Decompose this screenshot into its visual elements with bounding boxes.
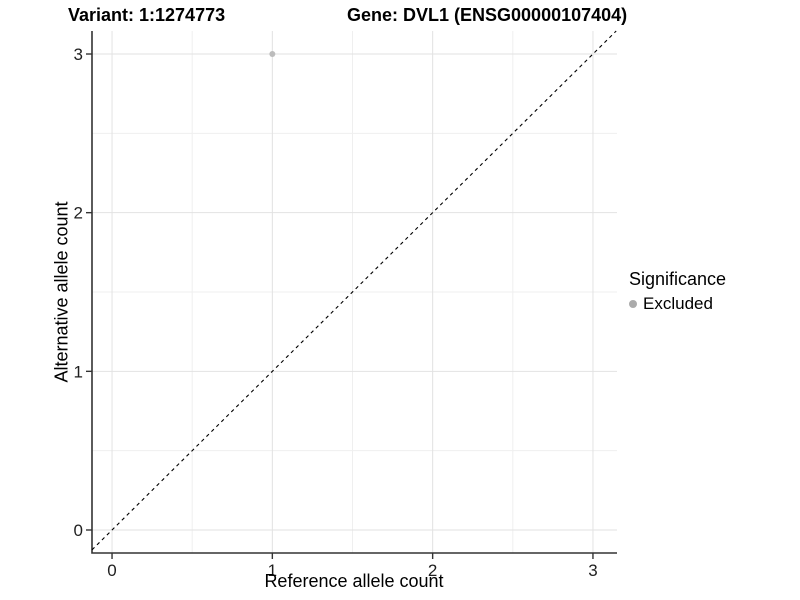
data-point	[269, 51, 276, 58]
axis-lines	[91, 31, 617, 554]
x-tick-label: 1	[268, 561, 277, 580]
legend-item-label: Excluded	[643, 294, 713, 313]
gene-title: Gene: DVL1 (ENSG00000107404)	[347, 5, 628, 25]
y-tick-label: 2	[74, 204, 83, 223]
x-axis-title: Reference allele count	[264, 571, 444, 591]
variant-title: Variant: 1:1274773	[68, 5, 226, 25]
legend: Significance Excluded	[629, 269, 726, 314]
y-axis-title: Alternative allele count	[51, 201, 72, 383]
x-tick-label: 2	[428, 561, 437, 580]
y-tick-label: 3	[74, 45, 83, 64]
x-tick-label: 3	[588, 561, 597, 580]
x-tick-label: 0	[107, 561, 116, 580]
legend-title: Significance	[629, 269, 727, 289]
legend-item: Excluded	[629, 294, 726, 314]
y-tick-label: 1	[74, 362, 83, 381]
legend-dot-icon	[629, 300, 637, 308]
identity-line	[91, 30, 617, 551]
y-tick-label: 0	[74, 521, 83, 540]
